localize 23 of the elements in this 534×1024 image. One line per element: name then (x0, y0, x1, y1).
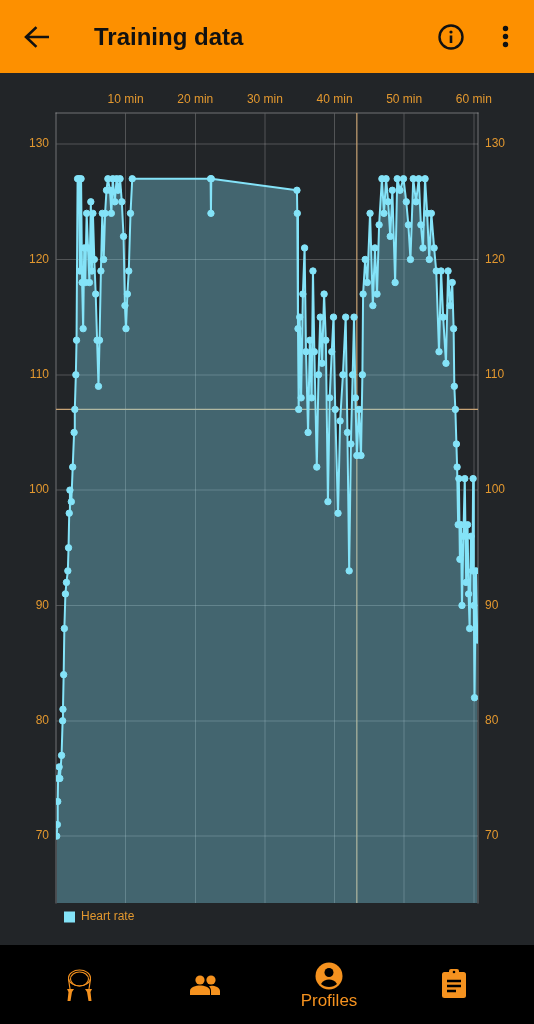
y2-tick-label: 130 (485, 136, 506, 151)
x-tick-label: 60 min (455, 92, 492, 107)
x-tick-label: 40 min (316, 92, 353, 107)
y2-tick-label: 80 (485, 713, 499, 728)
y2-tick-label: 120 (485, 251, 506, 266)
y-tick-label: 70 (35, 828, 50, 843)
y-tick-label: 100 (28, 482, 50, 497)
x-tick-label: 10 min (107, 92, 144, 107)
x-tick-label: 30 min (246, 92, 283, 107)
y2-tick-label: 90 (485, 597, 499, 612)
y-tick-label: 80 (35, 713, 50, 728)
y2-tick-label: 70 (485, 828, 499, 843)
x-tick-label: 50 min (386, 92, 423, 107)
y-tick-label: 110 (29, 367, 50, 382)
legend-label: Heart rate (81, 909, 135, 924)
chart-title: Training data (94, 23, 244, 51)
y-tick-label: 120 (28, 251, 50, 266)
y-tick-label: 130 (28, 136, 50, 151)
y2-tick-label: 100 (485, 482, 506, 497)
y-tick-label: 90 (35, 597, 50, 612)
text: Profiles (299, 991, 359, 1011)
y2-tick-label: 110 (485, 367, 505, 382)
x-tick-label: 20 min (177, 92, 214, 107)
